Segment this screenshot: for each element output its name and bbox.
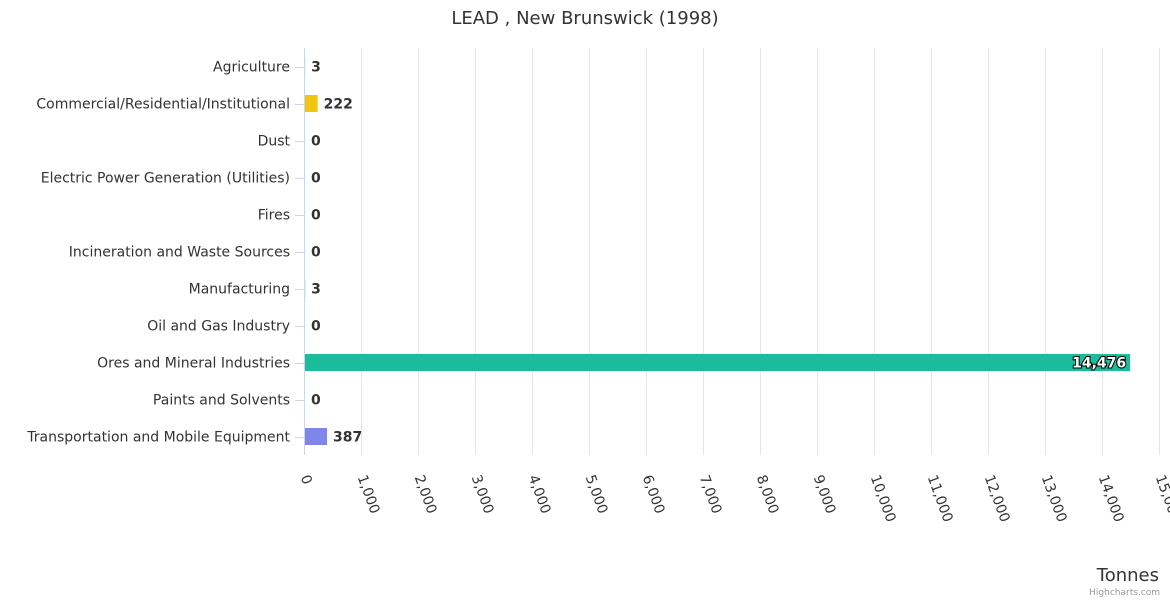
bar[interactable]: [305, 428, 328, 445]
category-label: Manufacturing: [189, 282, 290, 298]
chart-title: LEAD , New Brunswick (1998): [451, 8, 718, 29]
data-label: 0: [311, 393, 321, 409]
data-label: 0: [311, 245, 321, 261]
x-tick-label: 0: [297, 473, 315, 487]
category-label: Dust: [258, 134, 291, 150]
data-label: 0: [311, 319, 321, 335]
bar[interactable]: [305, 95, 318, 112]
x-tick-label: 5,000: [582, 473, 611, 516]
x-tick-label: 15,000: [1152, 473, 1170, 525]
category-label: Agriculture: [213, 60, 290, 76]
x-tick-label: 3,000: [468, 473, 497, 516]
category-label: Transportation and Mobile Equipment: [26, 430, 290, 446]
category-label: Electric Power Generation (Utilities): [41, 171, 290, 187]
x-tick-label: 11,000: [924, 473, 956, 525]
category-label: Ores and Mineral Industries: [97, 356, 290, 372]
bar-series[interactable]: [305, 58, 1131, 445]
x-tick-label: 9,000: [810, 473, 839, 516]
x-tick-label: 4,000: [525, 473, 554, 516]
category-label: Paints and Solvents: [153, 393, 290, 409]
data-label: 14,476: [1072, 356, 1126, 372]
data-label: 0: [311, 171, 321, 187]
category-label: Commercial/Residential/Institutional: [36, 97, 290, 113]
data-label: 387: [333, 430, 362, 446]
data-label: 0: [311, 208, 321, 224]
x-tick-label: 10,000: [867, 473, 899, 525]
data-label: 222: [324, 97, 353, 113]
category-label: Incineration and Waste Sources: [69, 245, 290, 261]
bar[interactable]: [305, 354, 1131, 371]
credits-link[interactable]: Highcharts.com: [1089, 588, 1160, 598]
axes: [295, 48, 305, 455]
x-tick-label: 13,000: [1038, 473, 1070, 525]
grid-lines: [361, 48, 1160, 455]
x-tick-label: 14,000: [1095, 473, 1127, 525]
x-tick-label: 8,000: [753, 473, 782, 516]
category-label: Fires: [258, 208, 290, 224]
x-tick-label: 7,000: [696, 473, 725, 516]
x-tick-label: 6,000: [639, 473, 668, 516]
x-tick-label: 1,000: [354, 473, 383, 516]
data-label: 3: [311, 282, 321, 298]
labels: 0 1,000 2,000 3,000 4,000 5,000 6,000 7,000 8,00…: [26, 60, 1170, 525]
x-axis-title: Tonnes: [1096, 565, 1159, 586]
x-tick-label: 12,000: [981, 473, 1013, 525]
data-label: 3: [311, 60, 321, 76]
data-label: 0: [311, 134, 321, 150]
x-tick-label: 2,000: [411, 473, 440, 516]
category-label: Oil and Gas Industry: [147, 319, 290, 335]
